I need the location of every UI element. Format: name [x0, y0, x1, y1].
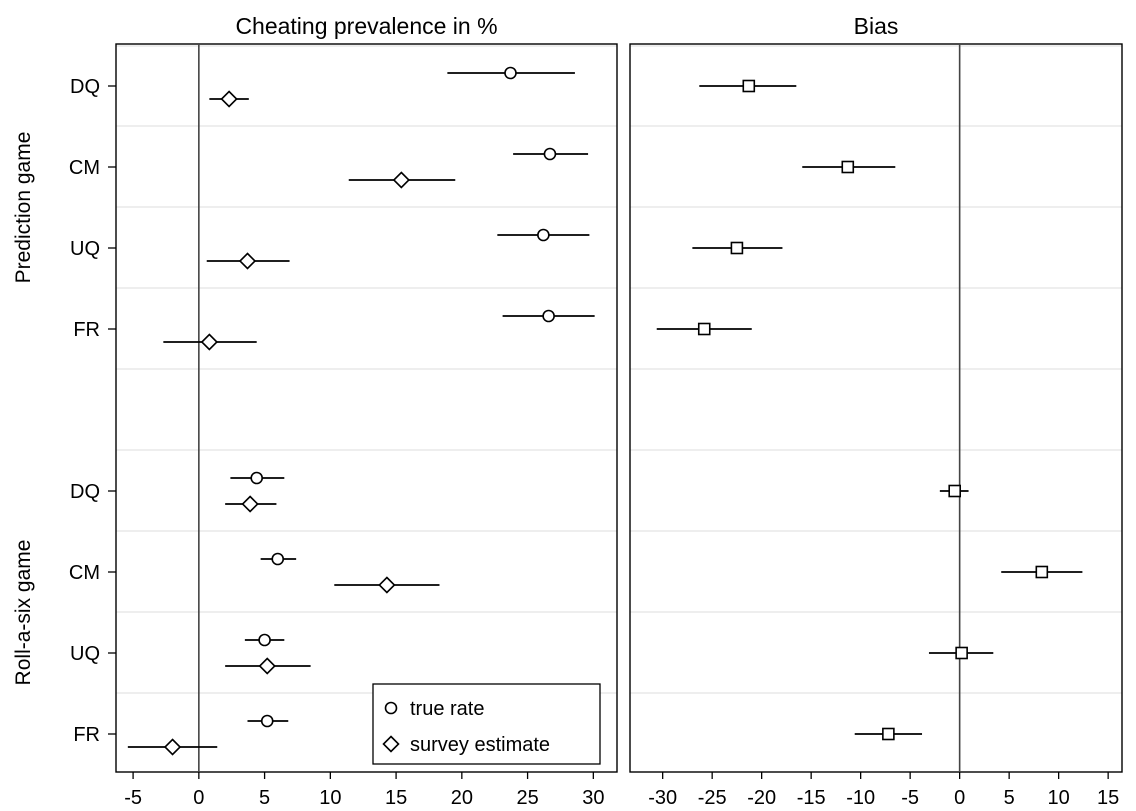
legend: true rate survey estimate — [372, 683, 601, 765]
circle-marker-uq — [537, 228, 550, 242]
diamond-marker-cm — [378, 576, 396, 594]
x-tick-label: 5 — [259, 787, 270, 809]
panel-frame — [115, 43, 618, 773]
category-label: DQ — [70, 481, 100, 503]
circle-marker-dq — [504, 66, 517, 80]
square-marker-uq — [730, 241, 744, 255]
square-marker-cm — [1035, 565, 1049, 579]
x-tick-label: 30 — [582, 787, 604, 809]
legend-circle-marker — [384, 701, 398, 715]
x-tick-label: 25 — [516, 787, 538, 809]
circle-marker-uq — [258, 633, 271, 647]
x-tick-label: -25 — [698, 787, 727, 809]
legend-diamond-marker — [382, 735, 400, 753]
x-tick-label: -5 — [901, 787, 919, 809]
x-tick-label: 20 — [451, 787, 473, 809]
legend-box — [372, 683, 601, 765]
circle-marker-dq — [250, 471, 264, 485]
x-tick-label: -10 — [846, 787, 875, 809]
circle-marker-cm — [271, 552, 285, 566]
x-tick-label: 10 — [1048, 787, 1070, 809]
panel-frames — [115, 43, 1123, 773]
data-layer — [127, 66, 1083, 756]
x-tick-label: -30 — [648, 787, 677, 809]
square-marker-uq — [955, 646, 968, 660]
circle-marker-cm — [543, 147, 557, 161]
circle-marker-fr — [260, 714, 274, 728]
legend-label: true rate — [410, 698, 484, 720]
x-tick-label: -20 — [747, 787, 776, 809]
diamond-marker-dq — [220, 90, 238, 108]
x-tick-label: 0 — [193, 787, 204, 809]
axes-layer — [108, 85, 1109, 779]
diamond-marker-dq — [241, 495, 259, 513]
x-tick-label: -15 — [797, 787, 826, 809]
x-tick-label: 0 — [954, 787, 965, 809]
panel-frame — [629, 43, 1123, 773]
x-tick-label: -5 — [124, 787, 142, 809]
diamond-marker-uq — [258, 657, 276, 675]
text-layer: Cheating prevalence in % -5 0 5 10 15 20 25 30 Bi… — [12, 13, 1119, 809]
square-marker-dq — [742, 79, 756, 93]
circle-marker-fr — [542, 309, 555, 323]
diamond-marker-uq — [238, 252, 257, 270]
x-tick-label: 5 — [1004, 787, 1015, 809]
square-marker-dq — [948, 484, 962, 498]
diamond-marker-cm — [392, 171, 410, 189]
category-label: FR — [73, 724, 100, 746]
group-label: Roll-a-six game — [12, 540, 35, 686]
category-label: CM — [69, 562, 100, 584]
square-marker-fr — [697, 322, 711, 336]
diamond-marker-fr — [163, 738, 182, 756]
x-tick-label: 15 — [385, 787, 407, 809]
x-tick-label: 15 — [1097, 787, 1119, 809]
square-marker-fr — [882, 727, 895, 741]
diamond-marker-fr — [200, 333, 218, 351]
category-label: UQ — [70, 238, 100, 260]
panel-title: Bias — [854, 13, 899, 39]
category-label: FR — [73, 319, 100, 341]
group-label: Prediction game — [12, 132, 35, 284]
category-label: DQ — [70, 76, 100, 98]
square-marker-cm — [841, 160, 855, 174]
panel-title: Cheating prevalence in % — [235, 13, 497, 39]
x-tick-label: 10 — [319, 787, 341, 809]
legend-label: survey estimate — [410, 734, 550, 756]
category-label: UQ — [70, 643, 100, 665]
category-label: CM — [69, 157, 100, 179]
